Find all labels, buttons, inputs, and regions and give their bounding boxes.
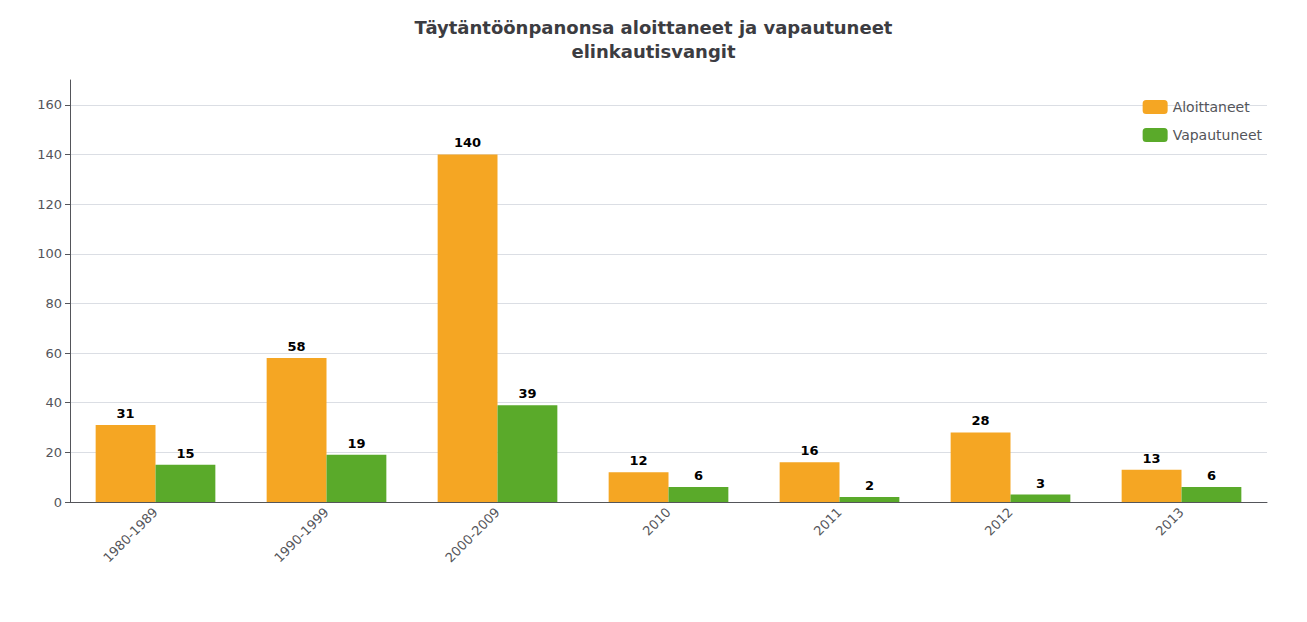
svg-text:100: 100 <box>37 246 62 261</box>
svg-text:2011: 2011 <box>811 505 845 539</box>
svg-text:2000-2009: 2000-2009 <box>442 505 503 566</box>
svg-text:140: 140 <box>37 147 62 162</box>
svg-text:elinkautisvangit: elinkautisvangit <box>571 41 736 62</box>
svg-text:15: 15 <box>176 446 194 461</box>
svg-text:16: 16 <box>801 443 819 458</box>
svg-text:2013: 2013 <box>1153 505 1187 539</box>
svg-text:0: 0 <box>54 495 62 510</box>
svg-text:31: 31 <box>117 406 135 421</box>
svg-text:13: 13 <box>1143 451 1161 466</box>
svg-text:140: 140 <box>454 135 481 150</box>
svg-text:6: 6 <box>1207 468 1216 483</box>
svg-text:28: 28 <box>972 413 990 428</box>
svg-text:3: 3 <box>1036 476 1045 491</box>
svg-text:19: 19 <box>347 436 365 451</box>
svg-text:2: 2 <box>865 478 874 493</box>
svg-text:160: 160 <box>37 97 62 112</box>
svg-text:58: 58 <box>288 339 306 354</box>
svg-text:12: 12 <box>630 453 648 468</box>
svg-text:6: 6 <box>694 468 703 483</box>
svg-text:2012: 2012 <box>982 505 1016 539</box>
svg-text:1980-1989: 1980-1989 <box>100 505 161 566</box>
svg-text:120: 120 <box>37 197 62 212</box>
svg-text:80: 80 <box>45 296 62 311</box>
svg-text:2010: 2010 <box>640 505 674 539</box>
svg-text:1990-1999: 1990-1999 <box>271 505 332 566</box>
svg-text:39: 39 <box>518 386 536 401</box>
svg-text:20: 20 <box>45 445 62 460</box>
svg-text:Aloittaneet: Aloittaneet <box>1173 99 1251 115</box>
svg-text:Vapautuneet: Vapautuneet <box>1173 127 1263 143</box>
svg-text:Täytäntöönpanonsa aloittaneet: Täytäntöönpanonsa aloittaneet ja vapautu… <box>415 17 893 38</box>
svg-text:60: 60 <box>45 346 62 361</box>
svg-text:40: 40 <box>45 395 62 410</box>
